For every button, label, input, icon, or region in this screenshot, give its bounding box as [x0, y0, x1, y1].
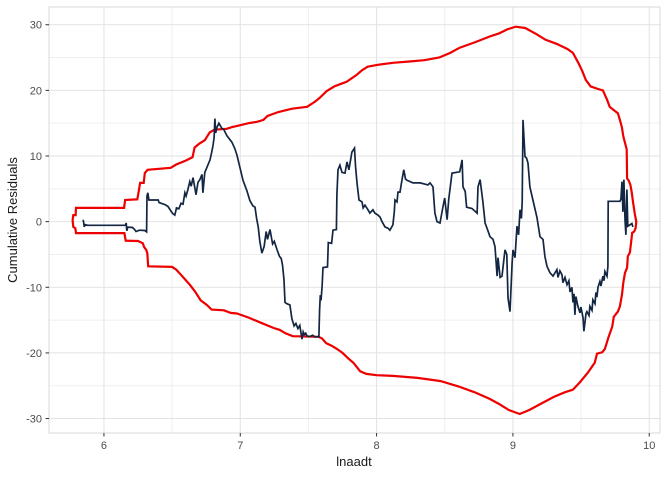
y-tick-label: -20 [26, 348, 42, 360]
y-tick-label: -10 [26, 282, 42, 294]
y-axis-title: Cumulative Residuals [5, 157, 20, 283]
y-tick-label: 0 [36, 217, 42, 229]
x-tick-label: 8 [374, 440, 380, 452]
panel-border [48, 6, 661, 434]
y-tick-label: 20 [30, 85, 42, 97]
x-tick-label: 9 [510, 440, 516, 452]
x-tick-label: 7 [237, 440, 243, 452]
y-tick-label: 30 [30, 20, 42, 32]
y-tick-label: -30 [26, 414, 42, 426]
x-tick-label: 10 [643, 440, 655, 452]
panel-background [49, 7, 660, 433]
simulation-envelope-line [71, 25, 638, 416]
y-tick-label: 10 [30, 151, 42, 163]
cumulative-residuals-line [82, 118, 634, 340]
x-axis-title: lnaadt [336, 454, 372, 469]
x-tick-label: 6 [101, 440, 107, 452]
